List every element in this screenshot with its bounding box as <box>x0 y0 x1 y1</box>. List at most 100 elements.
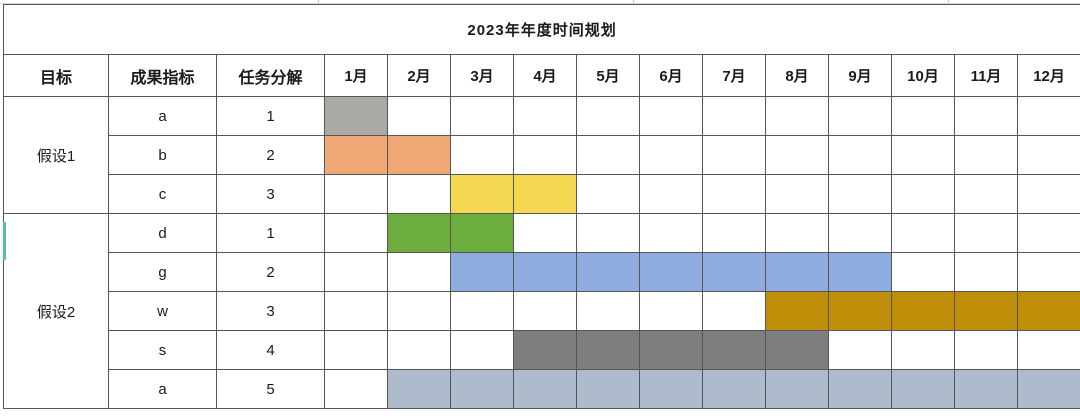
gantt-empty-cell[interactable] <box>324 174 388 214</box>
gantt-empty-cell[interactable] <box>450 135 514 175</box>
gantt-empty-cell[interactable] <box>765 174 829 214</box>
gantt-bar-cell[interactable] <box>513 369 577 409</box>
kpi-cell[interactable]: c <box>108 174 217 214</box>
gantt-empty-cell[interactable] <box>1016 135 1080 175</box>
gantt-empty-cell[interactable] <box>639 135 703 175</box>
gantt-empty-cell[interactable] <box>387 330 451 370</box>
goal-cell[interactable]: 假设2 <box>3 213 109 409</box>
gantt-empty-cell[interactable] <box>828 174 892 214</box>
gantt-empty-cell[interactable] <box>765 135 829 175</box>
kpi-cell[interactable]: w <box>108 291 217 331</box>
gantt-empty-cell[interactable] <box>513 213 577 253</box>
gantt-empty-cell[interactable] <box>954 135 1018 175</box>
gantt-empty-cell[interactable] <box>576 213 640 253</box>
gantt-bar-cell[interactable] <box>702 369 766 409</box>
gantt-bar-cell[interactable] <box>828 291 892 331</box>
task-cell[interactable]: 1 <box>216 96 325 136</box>
gantt-empty-cell[interactable] <box>387 291 451 331</box>
gantt-empty-cell[interactable] <box>954 330 1018 370</box>
gantt-empty-cell[interactable] <box>324 369 388 409</box>
gantt-empty-cell[interactable] <box>891 174 955 214</box>
gantt-bar-cell[interactable] <box>450 174 514 214</box>
gantt-empty-cell[interactable] <box>324 213 388 253</box>
gantt-bar-cell[interactable] <box>450 213 514 253</box>
gantt-empty-cell[interactable] <box>324 291 388 331</box>
gantt-bar-cell[interactable] <box>1016 291 1080 331</box>
kpi-cell[interactable]: g <box>108 252 217 292</box>
gantt-bar-cell[interactable] <box>513 252 577 292</box>
gantt-bar-cell[interactable] <box>954 291 1018 331</box>
gantt-bar-cell[interactable] <box>765 330 829 370</box>
gantt-bar-cell[interactable] <box>702 252 766 292</box>
gantt-empty-cell[interactable] <box>828 96 892 136</box>
task-cell[interactable]: 2 <box>216 135 325 175</box>
gantt-empty-cell[interactable] <box>1016 330 1080 370</box>
gantt-bar-cell[interactable] <box>450 252 514 292</box>
gantt-bar-cell[interactable] <box>324 135 388 175</box>
gantt-empty-cell[interactable] <box>702 291 766 331</box>
gantt-empty-cell[interactable] <box>450 96 514 136</box>
gantt-empty-cell[interactable] <box>765 96 829 136</box>
gantt-empty-cell[interactable] <box>513 291 577 331</box>
kpi-cell[interactable]: d <box>108 213 217 253</box>
gantt-bar-cell[interactable] <box>828 369 892 409</box>
gantt-empty-cell[interactable] <box>639 174 703 214</box>
gantt-empty-cell[interactable] <box>954 213 1018 253</box>
gantt-empty-cell[interactable] <box>576 291 640 331</box>
gantt-empty-cell[interactable] <box>828 213 892 253</box>
gantt-bar-cell[interactable] <box>450 369 514 409</box>
gantt-empty-cell[interactable] <box>324 252 388 292</box>
kpi-cell[interactable]: b <box>108 135 217 175</box>
gantt-empty-cell[interactable] <box>954 174 1018 214</box>
gantt-empty-cell[interactable] <box>702 96 766 136</box>
gantt-bar-cell[interactable] <box>576 330 640 370</box>
gantt-empty-cell[interactable] <box>513 135 577 175</box>
gantt-bar-cell[interactable] <box>639 252 703 292</box>
gantt-empty-cell[interactable] <box>1016 252 1080 292</box>
gantt-bar-cell[interactable] <box>387 369 451 409</box>
gantt-bar-cell[interactable] <box>576 369 640 409</box>
gantt-empty-cell[interactable] <box>576 135 640 175</box>
gantt-empty-cell[interactable] <box>702 174 766 214</box>
gantt-empty-cell[interactable] <box>639 213 703 253</box>
gantt-empty-cell[interactable] <box>702 213 766 253</box>
gantt-empty-cell[interactable] <box>450 330 514 370</box>
gantt-empty-cell[interactable] <box>387 252 451 292</box>
gantt-empty-cell[interactable] <box>765 213 829 253</box>
gantt-empty-cell[interactable] <box>891 330 955 370</box>
gantt-bar-cell[interactable] <box>387 213 451 253</box>
gantt-empty-cell[interactable] <box>954 252 1018 292</box>
gantt-empty-cell[interactable] <box>387 96 451 136</box>
gantt-bar-cell[interactable] <box>765 252 829 292</box>
kpi-cell[interactable]: a <box>108 369 217 409</box>
gantt-empty-cell[interactable] <box>1016 96 1080 136</box>
gantt-bar-cell[interactable] <box>513 330 577 370</box>
task-cell[interactable]: 5 <box>216 369 325 409</box>
gantt-empty-cell[interactable] <box>891 213 955 253</box>
gantt-empty-cell[interactable] <box>954 96 1018 136</box>
gantt-empty-cell[interactable] <box>387 174 451 214</box>
gantt-empty-cell[interactable] <box>450 291 514 331</box>
gantt-bar-cell[interactable] <box>828 252 892 292</box>
gantt-bar-cell[interactable] <box>576 252 640 292</box>
task-cell[interactable]: 3 <box>216 174 325 214</box>
gantt-empty-cell[interactable] <box>324 330 388 370</box>
gantt-empty-cell[interactable] <box>891 135 955 175</box>
goal-cell[interactable]: 假设1 <box>3 96 109 214</box>
gantt-bar-cell[interactable] <box>891 369 955 409</box>
task-cell[interactable]: 2 <box>216 252 325 292</box>
gantt-bar-cell[interactable] <box>513 174 577 214</box>
gantt-bar-cell[interactable] <box>954 369 1018 409</box>
gantt-empty-cell[interactable] <box>891 252 955 292</box>
kpi-cell[interactable]: s <box>108 330 217 370</box>
gantt-empty-cell[interactable] <box>513 96 577 136</box>
gantt-empty-cell[interactable] <box>639 96 703 136</box>
gantt-empty-cell[interactable] <box>639 291 703 331</box>
task-cell[interactable]: 3 <box>216 291 325 331</box>
gantt-bar-cell[interactable] <box>702 330 766 370</box>
